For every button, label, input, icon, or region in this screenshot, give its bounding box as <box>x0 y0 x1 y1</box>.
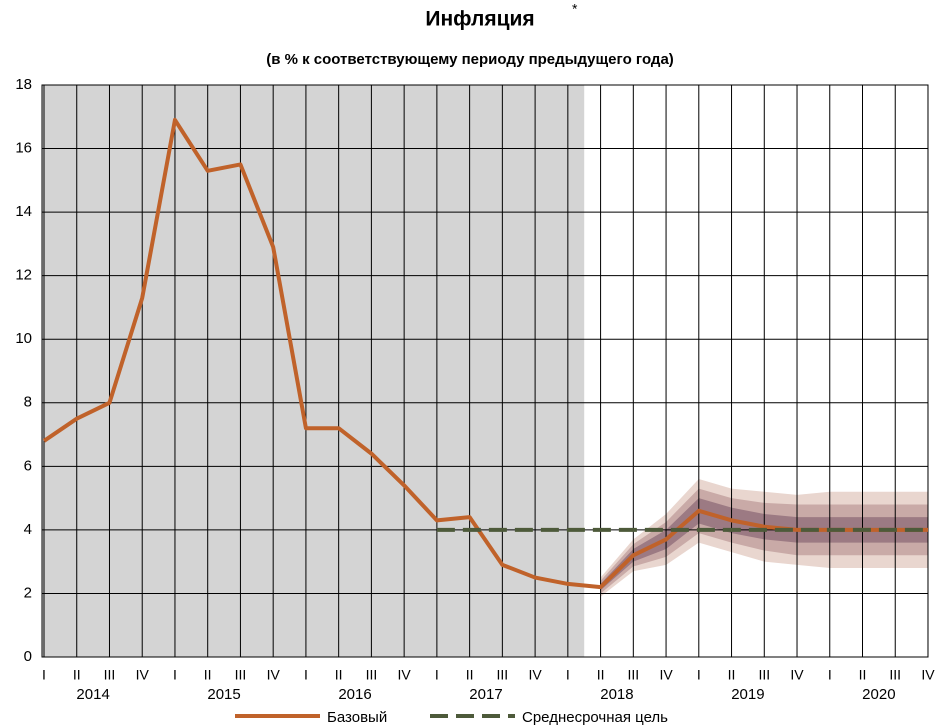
x-tick-label: IV <box>528 667 542 683</box>
x-tick-label: II <box>597 667 605 683</box>
title-note: * <box>572 1 578 17</box>
x-tick-label: III <box>889 667 901 683</box>
x-tick-label: III <box>627 667 639 683</box>
x-tick-label: II <box>728 667 736 683</box>
year-label: 2015 <box>207 686 240 703</box>
legend-label: Базовый <box>327 709 387 726</box>
x-tick-label: II <box>204 667 212 683</box>
y-tick-label: 12 <box>15 267 32 284</box>
x-tick-label: I <box>173 667 177 683</box>
x-tick-label: IV <box>136 667 150 683</box>
year-label: 2014 <box>76 686 109 703</box>
x-tick-label: III <box>758 667 770 683</box>
x-tick-label: I <box>304 667 308 683</box>
year-label: 2016 <box>338 686 371 703</box>
history-shade <box>42 85 585 657</box>
x-tick-label: III <box>235 667 247 683</box>
y-tick-label: 8 <box>24 394 32 411</box>
x-tick-label: II <box>859 667 867 683</box>
x-tick-label: I <box>42 667 46 683</box>
x-tick-label: IV <box>659 667 673 683</box>
chart-subtitle: (в % к соответствующему периоду предыдущ… <box>266 51 674 68</box>
x-tick-label: II <box>335 667 343 683</box>
y-tick-label: 6 <box>24 457 32 474</box>
legend-label: Среднесрочная цель <box>522 709 668 726</box>
x-tick-label: IV <box>921 667 935 683</box>
x-tick-label: I <box>697 667 701 683</box>
fan-band <box>600 498 928 591</box>
year-label: 2019 <box>731 686 764 703</box>
x-tick-label: I <box>566 667 570 683</box>
chart-title: Инфляция <box>425 8 534 31</box>
x-tick-label: IV <box>790 667 804 683</box>
y-tick-label: 4 <box>24 521 32 538</box>
y-tick-label: 0 <box>24 648 32 665</box>
y-tick-label: 16 <box>15 140 32 157</box>
x-tick-label: II <box>466 667 474 683</box>
y-tick-label: 14 <box>15 203 32 220</box>
x-tick-label: I <box>435 667 439 683</box>
plot-frame <box>41 84 929 658</box>
year-label: 2020 <box>862 686 895 703</box>
year-label: 2017 <box>469 686 502 703</box>
x-tick-label: III <box>366 667 378 683</box>
x-tick-label: IV <box>398 667 412 683</box>
y-tick-label: 18 <box>15 76 32 93</box>
x-tick-label: III <box>497 667 509 683</box>
x-tick-label: IV <box>267 667 281 683</box>
x-tick-label: III <box>104 667 116 683</box>
year-label: 2018 <box>600 686 633 703</box>
y-tick-label: 2 <box>24 584 32 601</box>
y-tick-label: 10 <box>15 330 32 347</box>
x-tick-label: II <box>73 667 81 683</box>
x-tick-label: I <box>828 667 832 683</box>
